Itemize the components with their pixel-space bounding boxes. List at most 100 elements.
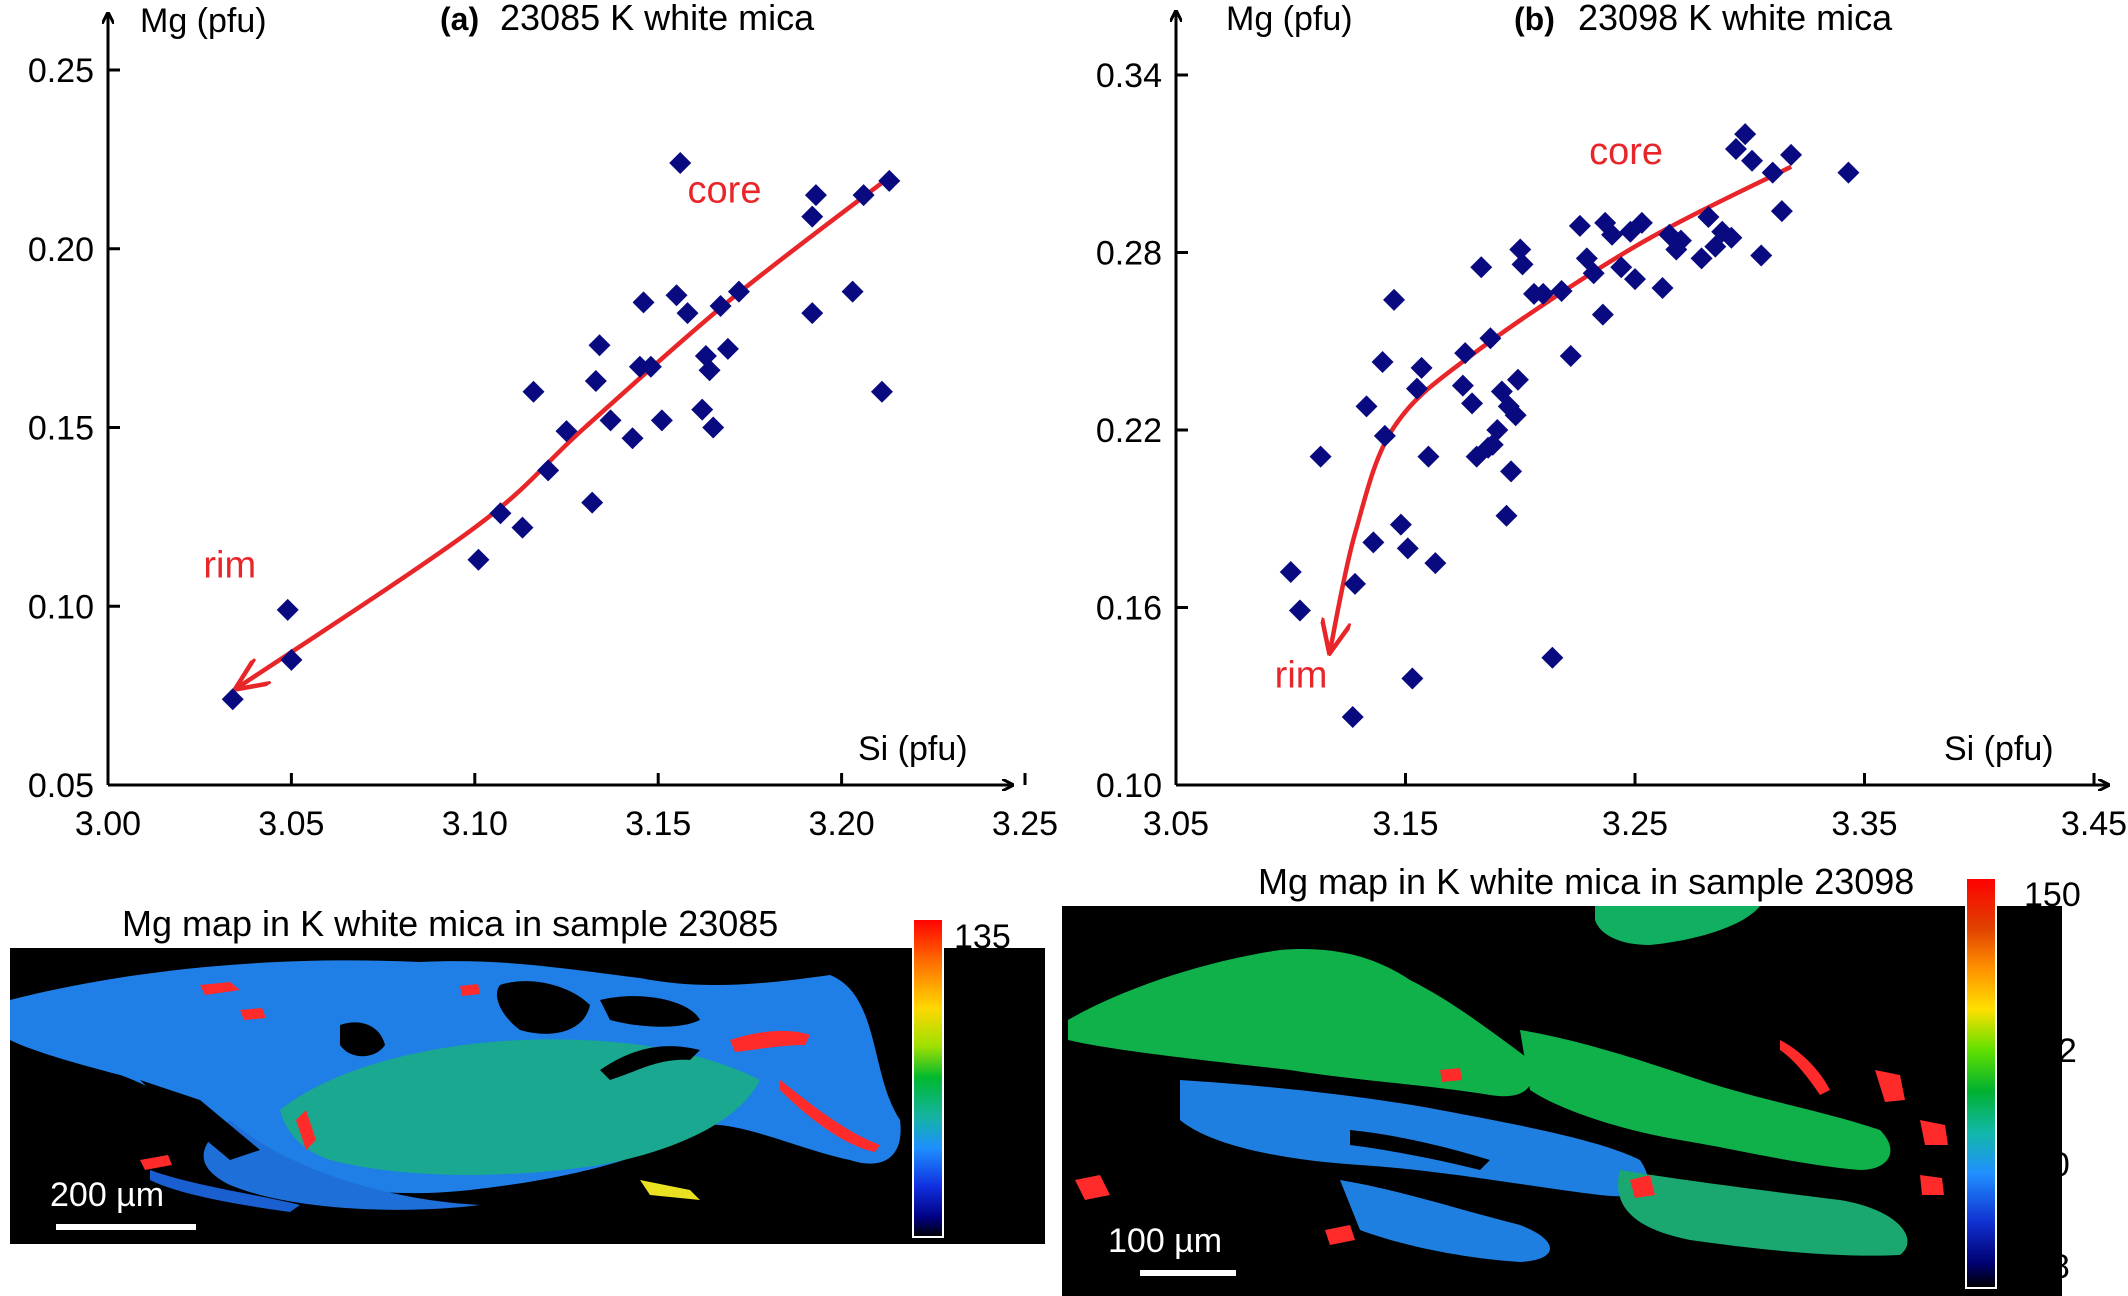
x-tick-label: 3.15 xyxy=(625,805,691,843)
x-axis-title: Si (pfu) xyxy=(1944,730,2054,768)
data-point xyxy=(632,291,655,314)
data-point xyxy=(1288,599,1311,622)
data-point xyxy=(1610,256,1633,279)
data-point xyxy=(1405,377,1428,400)
data-point xyxy=(801,205,824,228)
data-point xyxy=(1741,149,1764,172)
map-title: Mg map in K white mica in sample 23085 xyxy=(122,903,778,944)
colorbar-label: 135 xyxy=(954,918,1011,956)
data-point xyxy=(1470,256,1493,279)
data-point xyxy=(1451,374,1474,397)
y-tick-label: 0.25 xyxy=(28,52,94,90)
colorbar-label: 70 xyxy=(2032,1146,2070,1184)
mica-grain xyxy=(1068,906,1948,1262)
y-tick-label: 0.22 xyxy=(1096,412,1162,450)
colorbar-label: 45 xyxy=(962,1130,1000,1168)
data-point xyxy=(1504,404,1527,427)
data-point xyxy=(878,169,901,192)
y-tick-label: 0.05 xyxy=(28,767,94,805)
y-tick-label: 0.16 xyxy=(1096,590,1162,628)
data-point xyxy=(1495,504,1518,527)
data-point xyxy=(1500,460,1523,483)
scatter-plot-a: 0.05 0.10 0.15 0.20 0.25 3.00 3.05 3.10 3.15 3.2… xyxy=(28,0,1058,843)
data-point xyxy=(1582,262,1605,285)
data-point xyxy=(1724,137,1747,160)
data-point xyxy=(1461,392,1484,415)
y-tick-label: 0.15 xyxy=(28,410,94,448)
colorbar-label: 150 xyxy=(2024,876,2081,914)
data-point xyxy=(1780,143,1803,166)
data-point xyxy=(691,398,714,421)
x-tick-label: 3.20 xyxy=(809,805,875,843)
data-point xyxy=(1770,200,1793,223)
scale-bar-label: 100 µm xyxy=(1108,1222,1222,1260)
y-ticks: 0.10 0.16 0.22 0.28 0.34 xyxy=(1096,57,1188,805)
data-point xyxy=(1734,123,1757,146)
data-point xyxy=(1532,282,1555,305)
colorbar-label: 102 xyxy=(2020,1032,2077,1070)
map-title: Mg map in K white mica in sample 23098 xyxy=(1258,861,1914,902)
y-tick-label: 0.20 xyxy=(28,231,94,269)
y-tick-label: 0.10 xyxy=(28,588,94,626)
data-point xyxy=(628,355,651,378)
data-point xyxy=(1690,247,1713,270)
data-point xyxy=(1383,288,1406,311)
data-point xyxy=(669,151,692,174)
data-point xyxy=(1630,211,1653,234)
data-point xyxy=(280,648,303,671)
data-point xyxy=(804,184,827,207)
data-point xyxy=(1424,552,1447,575)
data-point xyxy=(709,294,732,317)
scale-bar-label: 200 µm xyxy=(50,1176,164,1214)
data-point xyxy=(522,380,545,403)
data-point xyxy=(1511,253,1534,276)
data-point xyxy=(1355,395,1378,418)
data-points xyxy=(1279,123,1860,728)
data-point xyxy=(221,688,244,711)
annotation-core: core xyxy=(688,169,762,211)
data-point xyxy=(1509,238,1532,261)
data-point xyxy=(1417,445,1440,468)
data-point xyxy=(511,516,534,539)
x-tick-label: 3.05 xyxy=(1143,805,1209,843)
data-point xyxy=(1697,206,1720,228)
data-point xyxy=(1401,667,1424,690)
x-tick-label: 3.10 xyxy=(442,805,508,843)
data-point xyxy=(698,359,721,382)
data-point xyxy=(588,334,611,357)
data-point xyxy=(1362,531,1385,554)
data-point xyxy=(1601,223,1624,246)
data-point xyxy=(1279,561,1302,583)
data-point xyxy=(1486,419,1509,441)
x-tick-label: 3.05 xyxy=(258,805,324,843)
annotations: core rim xyxy=(203,169,761,586)
scatter-plot-b: 0.10 0.16 0.22 0.28 0.34 3.05 3.15 3.25 3.35 3.4… xyxy=(1096,0,2127,843)
data-points xyxy=(221,151,901,711)
x-ticks: 3.00 3.05 3.10 3.15 3.20 3.25 xyxy=(75,773,1058,843)
data-point xyxy=(1837,161,1860,184)
data-point xyxy=(676,302,699,325)
colorbar-label: 9 xyxy=(978,1202,997,1240)
data-point xyxy=(1761,161,1784,184)
data-point xyxy=(1373,424,1396,447)
colorbar xyxy=(1965,877,1997,1289)
y-tick-label: 0.28 xyxy=(1096,235,1162,273)
mica-grain xyxy=(10,960,901,1212)
data-point xyxy=(584,370,607,393)
annotation-core: core xyxy=(1589,131,1663,173)
data-point xyxy=(1750,244,1773,267)
data-point xyxy=(1479,327,1502,350)
data-point xyxy=(1669,229,1692,252)
x-tick-label: 3.45 xyxy=(2061,805,2127,843)
data-point xyxy=(1550,279,1573,302)
data-point xyxy=(276,598,299,621)
data-point xyxy=(1410,356,1433,379)
data-point xyxy=(1506,368,1529,391)
data-point xyxy=(650,409,673,432)
data-point xyxy=(537,459,560,482)
y-ticks: 0.05 0.10 0.15 0.20 0.25 xyxy=(28,52,120,805)
x-axis-title: Si (pfu) xyxy=(858,730,968,768)
data-point xyxy=(639,355,662,378)
y-axis-title: Mg (pfu) xyxy=(1226,0,1353,38)
